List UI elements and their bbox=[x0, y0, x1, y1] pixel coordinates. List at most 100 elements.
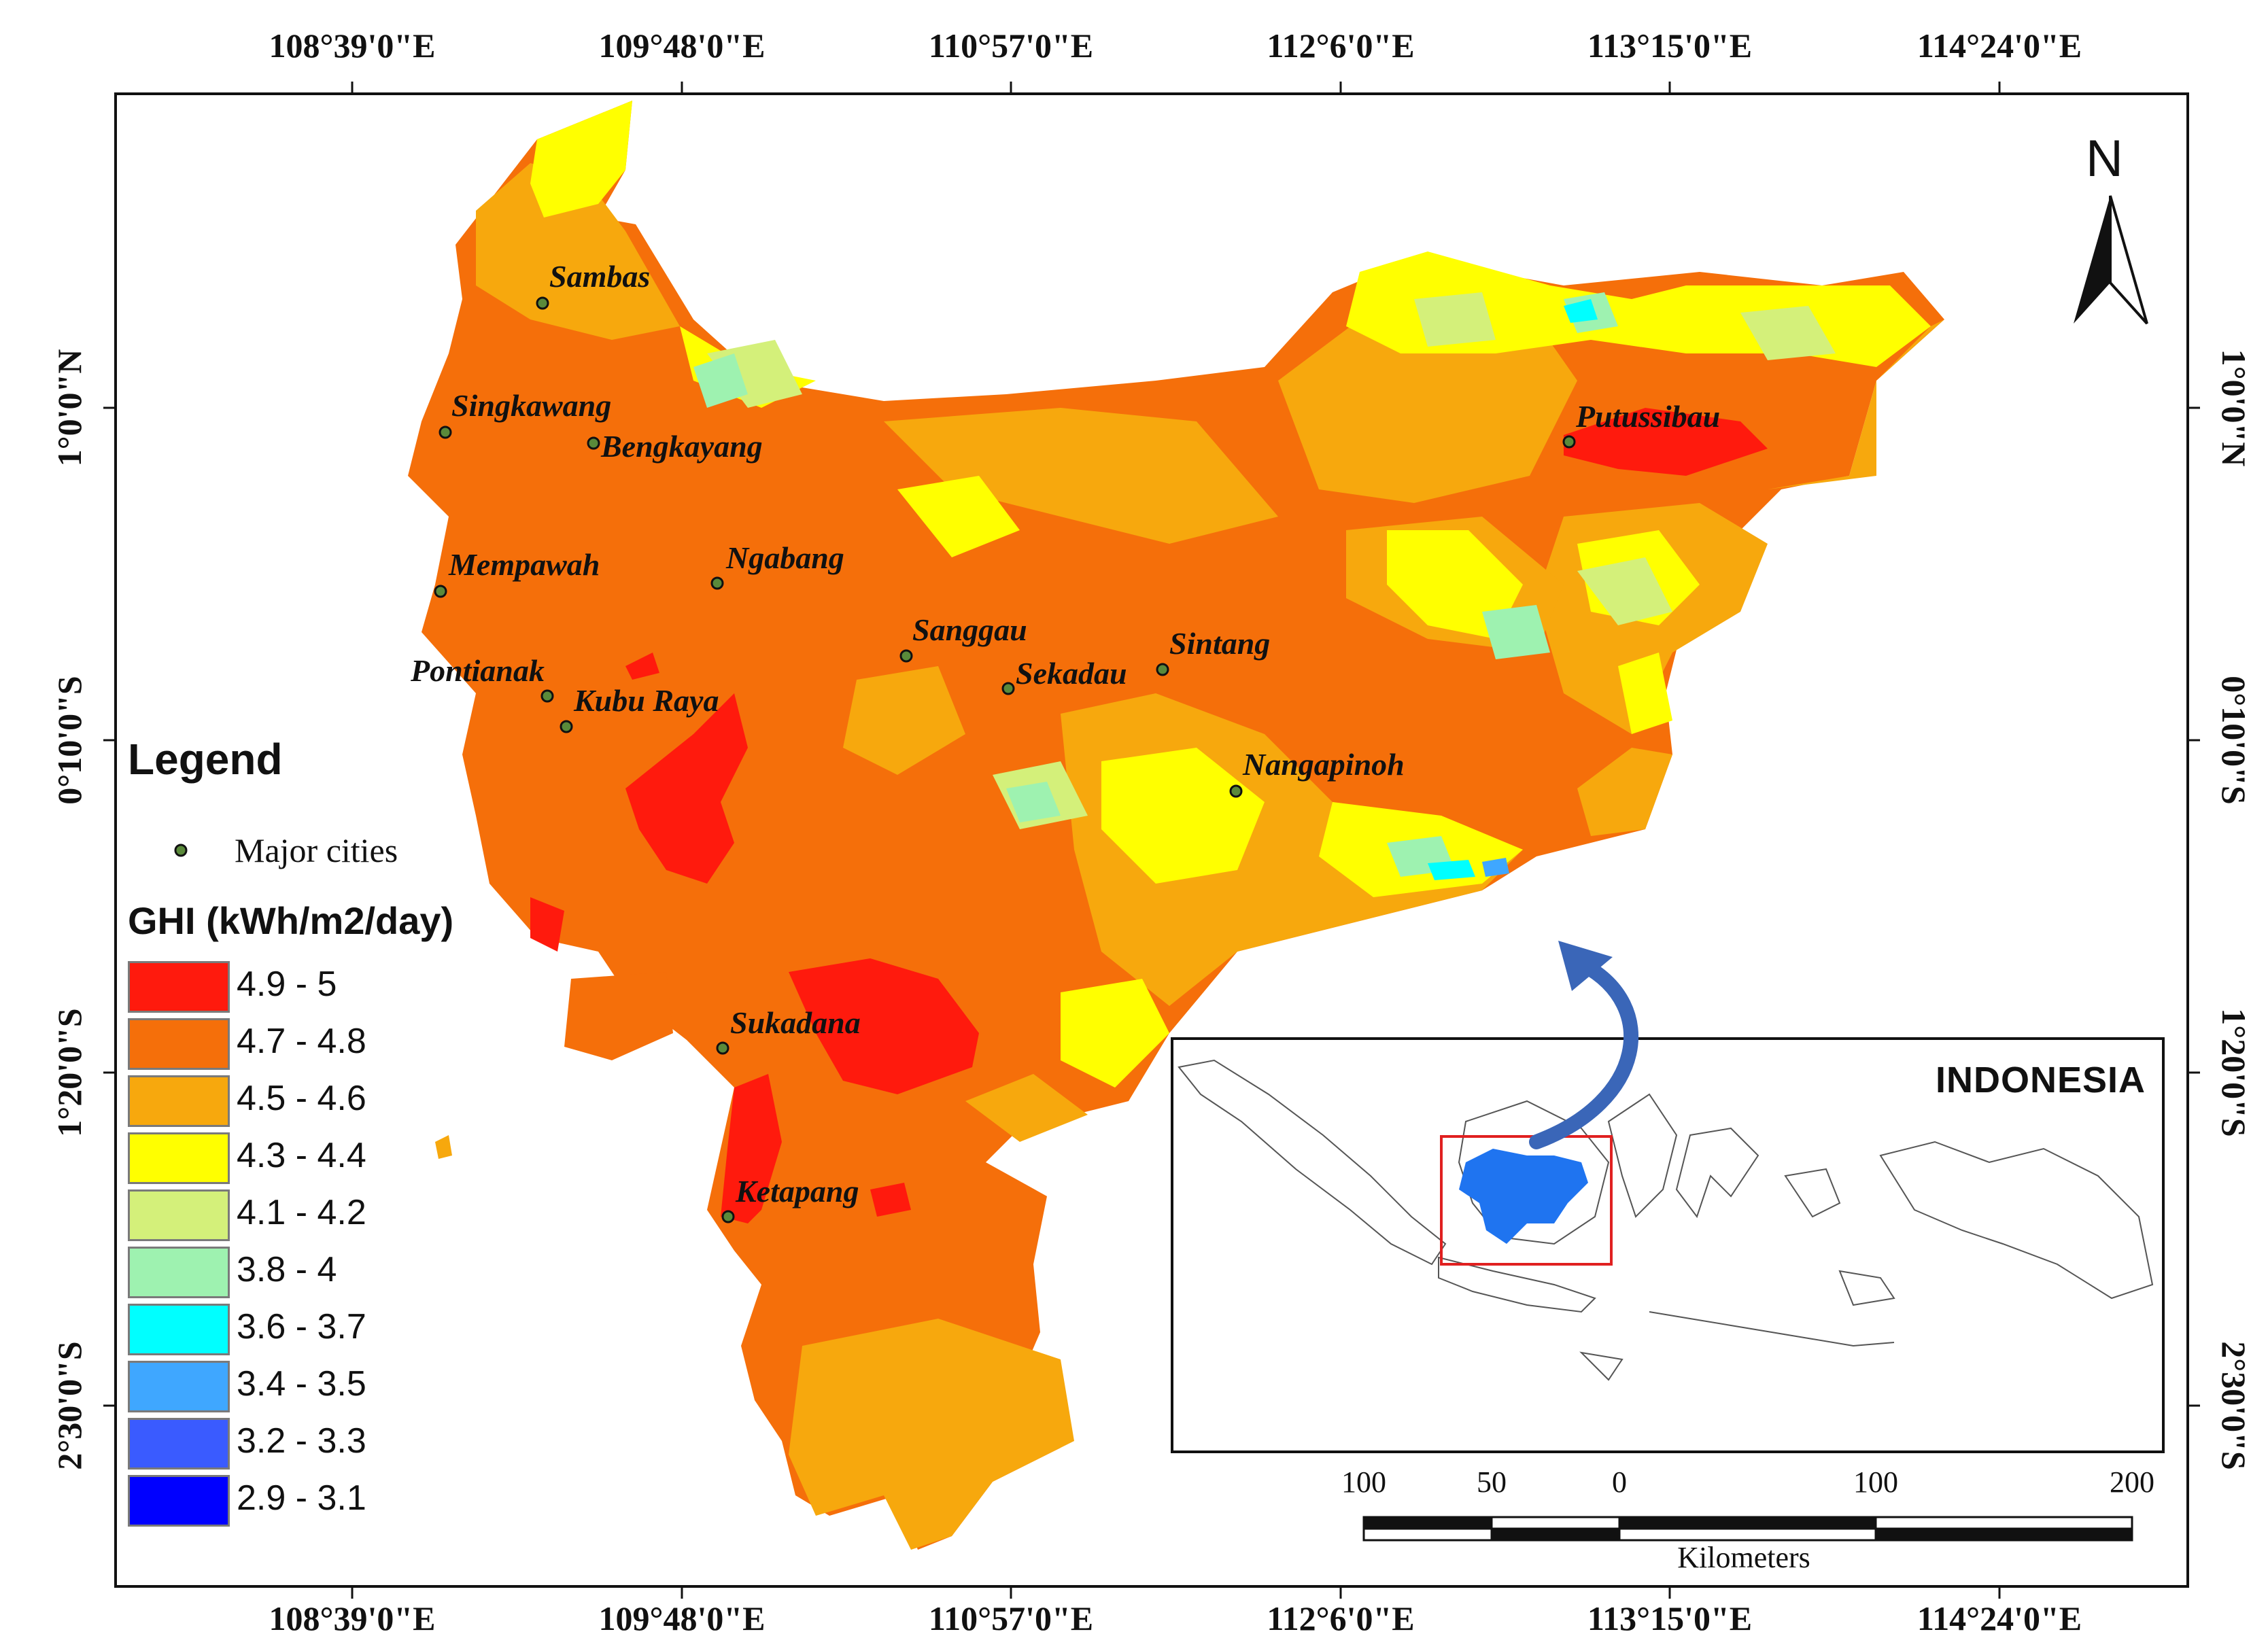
city-marker-pontianak bbox=[540, 689, 554, 703]
legend-label: 4.9 - 5 bbox=[237, 964, 337, 1004]
ghi-class-3-6 bbox=[1428, 299, 1598, 880]
legend-label: 3.4 - 3.5 bbox=[237, 1364, 366, 1404]
north-arrow-label: N bbox=[2086, 130, 2123, 188]
city-marker-kubu-raya bbox=[560, 720, 573, 733]
legend-swatch bbox=[128, 961, 230, 1013]
legend-swatch bbox=[128, 1475, 230, 1527]
legend-title: Legend bbox=[128, 735, 283, 784]
scale-tick-label: 200 bbox=[2110, 1465, 2154, 1499]
coord-right-2: 0°10'0"S bbox=[2215, 676, 2253, 805]
city-marker-sanggau bbox=[899, 649, 913, 663]
coord-top-4: 112°6'0"E bbox=[1267, 27, 1415, 65]
coord-top-3: 110°57'0"E bbox=[928, 27, 1094, 65]
coord-right-3: 1°20'0"S bbox=[2215, 1008, 2253, 1137]
city-label-sekadau: Sekadau bbox=[1016, 656, 1127, 691]
city-marker-bengkayang bbox=[587, 436, 600, 450]
coord-bottom-2: 109°48'0"E bbox=[598, 1599, 766, 1637]
coord-bottom-4: 112°6'0"E bbox=[1267, 1599, 1415, 1637]
coord-bottom-3: 110°57'0"E bbox=[928, 1599, 1094, 1637]
city-label-mempawah: Mempawah bbox=[449, 547, 600, 582]
city-label-putussibau: Putussibau bbox=[1576, 399, 1721, 434]
legend-item: 4.5 - 4.6 bbox=[128, 1075, 509, 1130]
legend-item: 4.7 - 4.8 bbox=[128, 1018, 509, 1073]
scale-tick-label: 50 bbox=[1477, 1465, 1507, 1499]
city-label-pontianak: Pontianak bbox=[411, 653, 545, 688]
city-label-sintang: Sintang bbox=[1169, 626, 1271, 661]
legend-item: 3.4 - 3.5 bbox=[128, 1361, 509, 1415]
legend-item: 4.3 - 4.4 bbox=[128, 1132, 509, 1187]
coord-top-2: 109°48'0"E bbox=[598, 27, 766, 65]
legend-cities-label: Major cities bbox=[235, 831, 398, 869]
coord-left-3: 1°20'0"S bbox=[50, 1008, 88, 1137]
inset-frame-red bbox=[1440, 1135, 1613, 1266]
north-arrow-icon bbox=[2074, 195, 2148, 325]
city-label-sukadana: Sukadana bbox=[730, 1005, 861, 1040]
city-label-bengkayang: Bengkayang bbox=[601, 429, 763, 464]
legend-swatch bbox=[128, 1075, 230, 1127]
map-frame bbox=[114, 92, 2189, 1588]
scale-tick-label: 0 bbox=[1612, 1465, 1627, 1499]
scale-bar bbox=[1362, 1516, 2133, 1542]
inset-map: INDONESIA bbox=[1171, 1037, 2165, 1453]
coord-bottom-6: 114°24'0"E bbox=[1917, 1599, 2082, 1637]
city-label-kubu-raya: Kubu Raya bbox=[574, 683, 719, 718]
coord-left-2: 0°10'0"S bbox=[50, 676, 88, 805]
coord-top-6: 114°24'0"E bbox=[1917, 27, 2082, 65]
city-marker-sambas bbox=[536, 296, 549, 310]
city-label-sambas: Sambas bbox=[549, 259, 651, 294]
legend-swatch bbox=[128, 1189, 230, 1241]
coord-right-4: 2°30'0"S bbox=[2215, 1341, 2253, 1470]
coord-top-1: 108°39'0"E bbox=[269, 27, 436, 65]
graticule-ticks bbox=[103, 82, 2200, 1599]
city-marker-nangapinoh bbox=[1229, 784, 1243, 798]
city-marker-sekadau bbox=[1001, 682, 1015, 695]
island-padang-tikar bbox=[564, 972, 673, 1060]
city-marker-ngabang bbox=[710, 576, 724, 590]
city-marker-sukadana bbox=[716, 1041, 729, 1055]
island-small-1 bbox=[435, 1135, 452, 1159]
legend-label: 4.5 - 4.6 bbox=[237, 1079, 366, 1118]
city-label-ketapang: Ketapang bbox=[736, 1174, 859, 1209]
coord-left-1: 1°0'0"N bbox=[50, 349, 88, 467]
ghi-class-3-4 bbox=[1482, 858, 1509, 877]
legend-label: 3.6 - 3.7 bbox=[237, 1307, 366, 1346]
scale-tick-label: 100 bbox=[1341, 1465, 1386, 1499]
legend-item: 3.8 - 4 bbox=[128, 1247, 509, 1301]
city-label-nangapinoh: Nangapinoh bbox=[1243, 747, 1405, 782]
legend-item: 4.1 - 4.2 bbox=[128, 1189, 509, 1244]
city-label-singkawang: Singkawang bbox=[451, 388, 612, 423]
coord-bottom-5: 113°15'0"E bbox=[1587, 1599, 1753, 1637]
legend-swatch bbox=[128, 1418, 230, 1470]
city-marker-sintang bbox=[1156, 663, 1169, 676]
legend-city-symbol bbox=[174, 844, 188, 857]
legend-item: 3.6 - 3.7 bbox=[128, 1304, 509, 1358]
legend-item: 4.9 - 5 bbox=[128, 961, 509, 1015]
inset-map-canvas bbox=[1178, 1059, 2154, 1381]
legend-ghi-title: GHI (kWh/m2/day) bbox=[128, 899, 454, 942]
city-marker-ketapang bbox=[721, 1210, 735, 1223]
coord-top-5: 113°15'0"E bbox=[1587, 27, 1753, 65]
scale-tick-label: 100 bbox=[1853, 1465, 1898, 1499]
ghi-class-3-8 bbox=[693, 292, 1618, 877]
legend-label: 4.3 - 4.4 bbox=[237, 1136, 366, 1175]
coord-right-1: 1°0'0"N bbox=[2215, 349, 2253, 467]
city-label-sanggau: Sanggau bbox=[912, 612, 1027, 647]
legend-swatch bbox=[128, 1304, 230, 1355]
legend-label: 4.1 - 4.2 bbox=[237, 1193, 366, 1232]
inset-title: INDONESIA bbox=[1935, 1060, 2146, 1100]
west-kalimantan-highlight bbox=[1459, 1149, 1588, 1244]
legend-label: 4.7 - 4.8 bbox=[237, 1022, 366, 1061]
city-marker-singkawang bbox=[439, 425, 452, 439]
legend-label: 3.2 - 3.3 bbox=[237, 1421, 366, 1461]
scale-unit-label: Kilometers bbox=[1677, 1541, 1810, 1574]
legend-label: 2.9 - 3.1 bbox=[237, 1478, 366, 1518]
city-marker-putussibau bbox=[1562, 435, 1576, 449]
indonesia-outline bbox=[1178, 1059, 2154, 1381]
coord-left-4: 2°30'0"S bbox=[50, 1341, 88, 1470]
ghi-class-4-9 bbox=[530, 408, 1768, 1223]
city-label-ngabang: Ngabang bbox=[726, 540, 844, 575]
legend-swatch bbox=[128, 1361, 230, 1412]
legend-swatch bbox=[128, 1247, 230, 1298]
